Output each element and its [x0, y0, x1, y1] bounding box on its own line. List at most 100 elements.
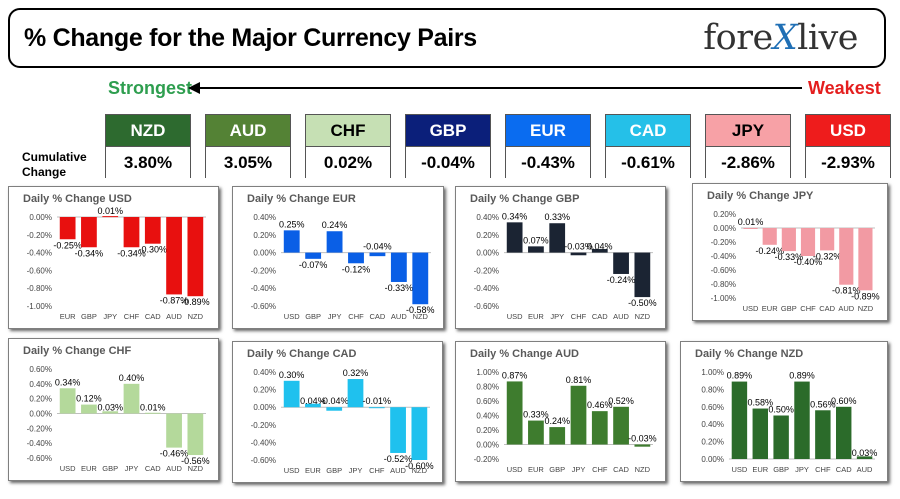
- data-label: -0.81%: [832, 286, 861, 296]
- data-label: 0.01%: [738, 217, 764, 227]
- bar: [858, 228, 873, 291]
- y-tick-label: -0.60%: [251, 456, 276, 465]
- bar: [326, 407, 343, 411]
- x-tick-label: GBP: [81, 312, 97, 321]
- bar-chart: 1.00% 0.80% 0.60% 0.40% 0.20% 0.00% -0.20% 0.87…: [474, 368, 657, 474]
- data-label: 0.07%: [523, 235, 549, 245]
- data-label: 0.89%: [789, 371, 815, 381]
- x-tick-label: EUR: [762, 304, 778, 313]
- bar: [59, 388, 76, 414]
- x-tick-label: CAD: [592, 312, 608, 321]
- x-tick-label: CHF: [800, 304, 816, 313]
- x-tick-label: JPY: [550, 312, 564, 321]
- bar: [283, 380, 300, 408]
- bar-chart: 0.40% 0.20% 0.00% -0.20% -0.40% -0.60% 0.25% US…: [251, 213, 435, 321]
- bar: [820, 228, 835, 251]
- data-label: 0.03%: [97, 403, 123, 413]
- bar: [781, 228, 796, 252]
- currency-cumulative-value: 3.05%: [206, 147, 290, 179]
- bar: [613, 252, 629, 274]
- y-tick-label: -1.00%: [711, 294, 736, 303]
- bar: [835, 406, 852, 459]
- chart-title: Daily % Change EUR: [247, 193, 356, 205]
- data-label: -0.60%: [405, 461, 434, 471]
- data-label: -0.40%: [794, 257, 823, 267]
- bar-chart: 0.60% 0.40% 0.20% 0.00% -0.20% -0.40% -0.60% 0.…: [27, 365, 210, 473]
- x-tick-label: NZD: [188, 312, 204, 321]
- bar: [549, 427, 566, 445]
- y-tick-label: -0.60%: [711, 266, 736, 275]
- bar-chart: 1.00% 0.80% 0.60% 0.40% 0.20% 0.00% 0.89% USD 0.…: [701, 368, 877, 474]
- x-tick-label: CAD: [613, 465, 629, 474]
- x-tick-label: JPY: [795, 465, 809, 474]
- currency-box-cad: CAD -0.61%: [605, 114, 691, 179]
- x-tick-label: GBP: [781, 304, 797, 313]
- data-label: 0.46%: [587, 400, 613, 410]
- y-tick-label: 0.20%: [253, 231, 276, 240]
- x-tick-label: CHF: [592, 465, 608, 474]
- currency-name: CAD: [606, 115, 690, 147]
- y-tick-label: 0.20%: [476, 426, 499, 435]
- x-tick-label: CAD: [819, 304, 835, 313]
- y-tick-label: 0.00%: [29, 410, 52, 419]
- data-label: 0.01%: [97, 206, 123, 216]
- y-tick-label: -0.40%: [251, 438, 276, 447]
- currency-cumulative-value: -2.93%: [806, 147, 890, 179]
- data-label: -0.07%: [299, 260, 328, 270]
- y-tick-label: 0.40%: [253, 213, 276, 222]
- y-tick-label: 0.60%: [476, 397, 499, 406]
- data-label: 0.33%: [544, 212, 570, 222]
- forexlive-logo: foreXlive: [703, 18, 858, 58]
- y-tick-label: -0.60%: [27, 266, 52, 275]
- y-tick-label: -0.40%: [711, 252, 736, 261]
- data-label: 0.52%: [608, 396, 634, 406]
- bar: [839, 228, 854, 285]
- bar: [144, 412, 161, 414]
- y-tick-label: -0.20%: [251, 266, 276, 275]
- bar: [856, 456, 873, 459]
- bar: [591, 411, 608, 445]
- bar: [305, 403, 321, 408]
- data-label: -0.24%: [755, 246, 784, 256]
- y-tick-label: -0.40%: [474, 284, 499, 293]
- x-tick-label: AUD: [391, 312, 407, 321]
- y-tick-label: 0.20%: [29, 395, 52, 404]
- y-tick-label: -0.40%: [27, 249, 52, 258]
- y-tick-label: 0.00%: [713, 224, 736, 233]
- currency-name: USD: [806, 115, 890, 147]
- x-tick-label: EUR: [60, 312, 76, 321]
- y-tick-label: -0.20%: [27, 231, 52, 240]
- y-tick-label: -0.40%: [251, 284, 276, 293]
- x-tick-label: CAD: [836, 465, 852, 474]
- x-tick-label: JPY: [103, 312, 117, 321]
- x-tick-label: AUD: [166, 464, 182, 473]
- data-label: 0.58%: [748, 398, 774, 408]
- data-label: 0.87%: [502, 370, 528, 380]
- currency-cumulative-value: -0.61%: [606, 147, 690, 179]
- x-tick-label: USD: [732, 465, 748, 474]
- x-tick-label: CHF: [571, 312, 587, 321]
- x-tick-label: CAD: [145, 312, 161, 321]
- currency-cumulative-value: -2.86%: [706, 147, 790, 179]
- chart-panel-4: Daily % Change JPY 0.20% 0.00% -0.20% -0.40%…: [692, 183, 888, 321]
- strongest-label: Strongest: [108, 78, 193, 98]
- chart-title: Daily % Change JPY: [707, 190, 814, 202]
- data-label: 0.33%: [523, 410, 549, 420]
- data-label: 0.50%: [768, 405, 794, 415]
- x-tick-label: CHF: [815, 465, 831, 474]
- x-tick-label: NZD: [635, 465, 651, 474]
- bar: [506, 381, 523, 445]
- bar: [102, 411, 119, 414]
- y-tick-label: 0.60%: [701, 403, 724, 412]
- data-label: -0.01%: [363, 396, 392, 406]
- cumulative-change-label: Cumulative Change: [22, 150, 87, 179]
- bar: [81, 404, 97, 414]
- data-label: -0.34%: [117, 248, 146, 258]
- bar: [752, 408, 769, 459]
- x-tick-label: AUD: [838, 304, 854, 313]
- bar: [634, 444, 651, 447]
- y-tick-label: -0.20%: [474, 266, 499, 275]
- data-label: -0.32%: [813, 251, 842, 261]
- data-label: -0.30%: [139, 245, 168, 255]
- y-tick-label: -0.20%: [27, 424, 52, 433]
